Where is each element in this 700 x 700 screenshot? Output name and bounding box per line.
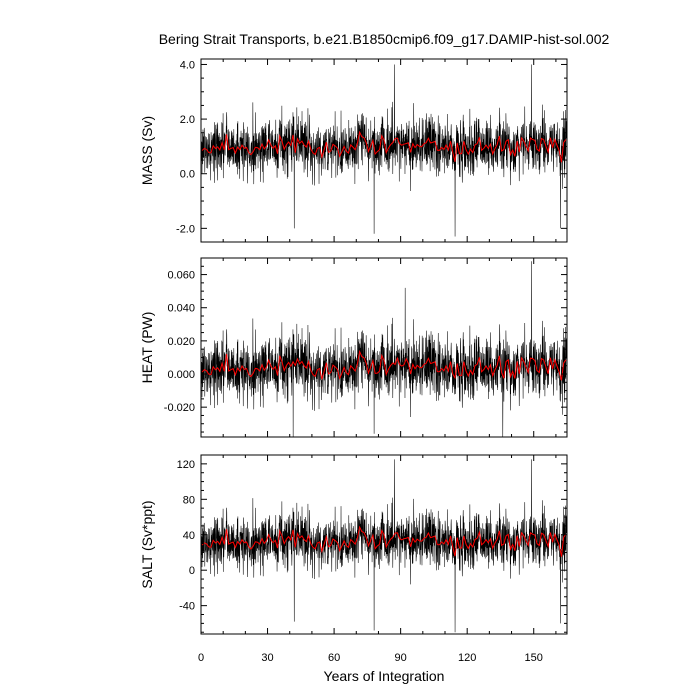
- heat-y-tick-label: 0.060: [167, 270, 195, 282]
- salt-annual-mean-series: [201, 525, 567, 557]
- x-tick-label: 150: [525, 652, 543, 664]
- salt-plot-frame: [200, 454, 568, 635]
- salt-y-axis-label: SALT (Sv*ppt): [139, 500, 155, 588]
- salt-y-tick-label: 0: [189, 565, 195, 577]
- heat-annual-mean-series: [201, 349, 567, 381]
- x-axis-label: Years of Integration: [324, 668, 445, 684]
- x-tick-label: 0: [198, 652, 204, 664]
- salt-y-tick-label: 40: [183, 530, 195, 542]
- x-tick-label: 30: [261, 652, 273, 664]
- mass-plot-frame: [200, 58, 568, 243]
- salt-y-tick-label: 80: [183, 494, 195, 506]
- salt-y-tick-label: 120: [177, 459, 195, 471]
- mass-y-axis-label: MASS (Sv): [139, 116, 155, 185]
- x-tick-label: 60: [328, 652, 340, 664]
- panel-mass: -2.0 0.0 2.0 4.0 MASS (Sv): [139, 58, 568, 243]
- heat-y-tick-label: -0.020: [164, 402, 195, 414]
- mass-y-tick-label: 0.0: [180, 169, 195, 181]
- heat-y-axis-label: HEAT (PW): [139, 312, 155, 384]
- mass-y-tick-label: 4.0: [180, 59, 195, 71]
- heat-plot-frame: [200, 257, 568, 438]
- heat-monthly-series: [201, 261, 567, 437]
- heat-y-tick-label: 0.020: [167, 336, 195, 348]
- mass-annual-mean-series: [201, 130, 567, 163]
- heat-y-tick-label: 0.040: [167, 303, 195, 315]
- x-tick-labels: 0 30 60 90 120 150: [198, 652, 543, 664]
- salt-y-tick-label: -40: [179, 601, 195, 613]
- heat-y-tick-label: 0.000: [167, 369, 195, 381]
- mass-y-tick-label: 2.0: [180, 114, 195, 126]
- x-tick-label: 120: [458, 652, 476, 664]
- x-tick-label: 90: [395, 652, 407, 664]
- mass-y-tick-label: -2.0: [176, 223, 195, 235]
- chart-title: Bering Strait Transports, b.e21.B1850cmi…: [159, 31, 610, 47]
- panel-heat: -0.020 0.000 0.020 0.040 0.060 HEAT (PW): [139, 257, 568, 438]
- panel-salt: -40 0 40 80 120 SALT (Sv*ppt): [139, 454, 568, 635]
- panels: -2.0 0.0 2.0 4.0 MASS (Sv) -0.020 0.000 0.020 0.…: [139, 58, 568, 635]
